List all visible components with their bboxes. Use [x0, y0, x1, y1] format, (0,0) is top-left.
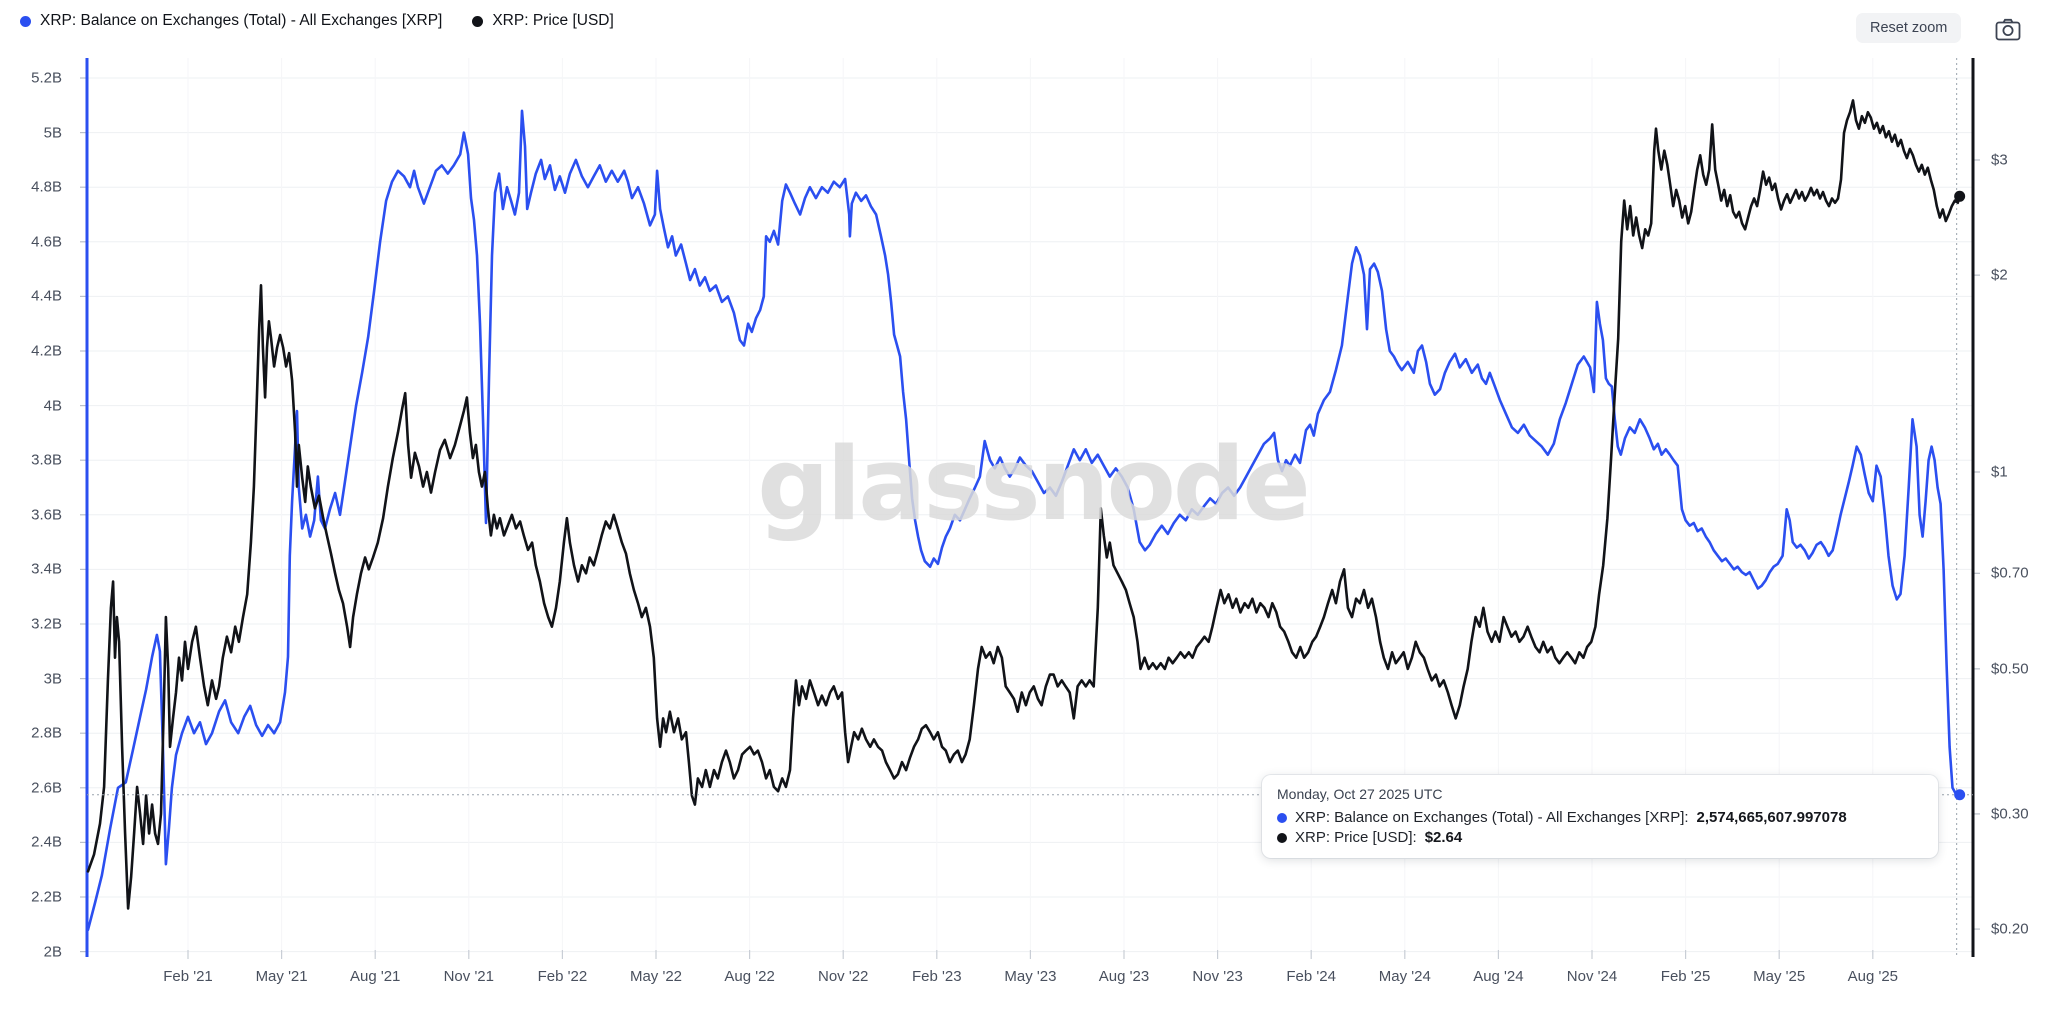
x-tick-label: May '24 [1378, 968, 1431, 985]
y-right-tick-label: $0.30 [1991, 805, 2029, 823]
y-left-tick-label: 4B [43, 397, 62, 415]
x-tick-label: Feb '23 [912, 968, 962, 985]
x-tick-label: May '22 [629, 968, 683, 985]
tooltip-price-value: $2.64 [1424, 829, 1463, 846]
x-tick-label: Nov '22 [817, 968, 869, 985]
price-series-dot-icon [472, 15, 484, 27]
y-right-tick-label: $0.70 [1991, 564, 2029, 582]
x-tick-label: Feb '25 [1660, 968, 1711, 985]
x-tick-label: Nov '24 [1566, 968, 1618, 985]
tooltip-price-label: XRP: Price [USD]: [1295, 829, 1417, 846]
legend-label-balance: XRP: Balance on Exchanges (Total) - All … [40, 12, 443, 29]
y-left-tick-label: 4.2B [31, 342, 62, 360]
y-left-tick-label: 2.4B [31, 833, 62, 851]
y-right-tick-label: $3 [1991, 151, 2008, 169]
tooltip-row-balance: XRP: Balance on Exchanges (Total) - All … [1277, 809, 1923, 826]
x-tick-label: Aug '22 [724, 968, 775, 985]
x-tick-label: Aug '23 [1098, 968, 1150, 985]
x-tick-label: Feb '21 [163, 968, 213, 985]
balance-series-dot-icon [20, 15, 31, 27]
y-left-tick-label: 4.8B [31, 178, 62, 196]
y-left-tick-label: 2.8B [31, 724, 62, 742]
balance-last-point-marker [1954, 789, 1966, 801]
tooltip-row-price: XRP: Price [USD]: $2.64 [1277, 829, 1923, 846]
balance-series-line [86, 109, 1961, 932]
chart-tooltip: Monday, Oct 27 2025 UTC XRP: Balance on … [1262, 775, 1938, 858]
x-tick-label: Aug '24 [1473, 968, 1524, 985]
y-axis-left-labels: 5.2B 5B 4.8B 4.6B 4.4B 4.2B 4B 3.8B 3.6B 3.4B 3.2B… [0, 0, 62, 1028]
x-tick-label: Aug '21 [349, 968, 401, 985]
y-left-tick-label: 3.4B [31, 560, 62, 578]
price-series-line [86, 99, 1961, 910]
y-left-tick-label: 5.2B [31, 69, 62, 87]
chart-legend: XRP: Balance on Exchanges (Total) - All … [20, 12, 614, 30]
price-series-dot-icon [1277, 832, 1287, 843]
legend-item-balance[interactable]: XRP: Balance on Exchanges (Total) - All … [20, 12, 442, 30]
y-left-tick-label: 4.4B [31, 287, 62, 305]
y-left-tick-label: 3.6B [31, 506, 62, 524]
y-left-tick-label: 5B [43, 124, 62, 142]
y-left-tick-label: 3.8B [31, 451, 62, 469]
reset-zoom-button[interactable]: Reset zoom [1856, 13, 1962, 43]
tooltip-balance-label: XRP: Balance on Exchanges (Total) - All … [1295, 809, 1689, 826]
y-left-tick-label: 3.2B [31, 615, 62, 633]
camera-icon[interactable] [1994, 16, 2022, 42]
tooltip-date: Monday, Oct 27 2025 UTC [1277, 786, 1443, 802]
y-right-tick-label: $1 [1991, 463, 2008, 481]
y-left-tick-label: 2.2B [31, 888, 62, 906]
y-left-tick-label: 2.6B [31, 779, 62, 797]
y-right-tick-label: $2 [1991, 266, 2008, 284]
balance-series-dot-icon [1277, 812, 1287, 823]
x-tick-label: Nov '23 [1192, 968, 1243, 985]
x-tick-label: May '21 [255, 968, 308, 985]
y-left-tick-label: 2B [43, 943, 62, 961]
y-right-tick-label: $0.20 [1991, 920, 2029, 938]
x-tick-label: Nov '21 [443, 968, 494, 985]
x-tick-label: Feb '24 [1286, 968, 1336, 985]
x-tick-label: May '23 [1004, 968, 1057, 985]
y-left-tick-label: 3B [43, 670, 62, 688]
y-left-tick-label: 4.6B [31, 233, 62, 251]
legend-item-price[interactable]: XRP: Price [USD] [472, 12, 614, 30]
y-right-tick-label: $0.50 [1991, 660, 2029, 678]
tooltip-balance-value: 2,574,665,607.997078 [1696, 809, 1847, 826]
x-tick-label: Aug '25 [1847, 968, 1898, 985]
x-tick-label: Feb '22 [537, 968, 588, 985]
legend-label-price: XRP: Price [USD] [492, 12, 614, 29]
glassnode-watermark: glassnode [757, 425, 1310, 543]
price-last-point-marker [1954, 190, 1966, 202]
x-tick-label: May '25 [1753, 968, 1806, 985]
